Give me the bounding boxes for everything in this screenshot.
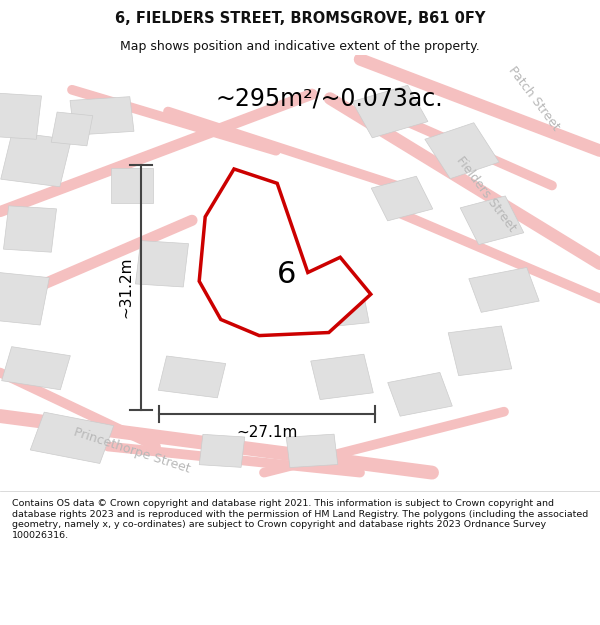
Polygon shape — [388, 372, 452, 416]
Polygon shape — [136, 241, 188, 287]
Polygon shape — [448, 326, 512, 376]
Polygon shape — [199, 434, 245, 468]
Polygon shape — [327, 288, 369, 326]
Polygon shape — [266, 291, 310, 323]
Text: ~295m²/~0.073ac.: ~295m²/~0.073ac. — [216, 86, 443, 111]
Polygon shape — [469, 268, 539, 312]
Text: Contains OS data © Crown copyright and database right 2021. This information is : Contains OS data © Crown copyright and d… — [12, 499, 588, 539]
Text: Fielders Street: Fielders Street — [454, 154, 518, 234]
Polygon shape — [0, 92, 41, 139]
Polygon shape — [1, 132, 71, 187]
Text: Map shows position and indicative extent of the property.: Map shows position and indicative extent… — [120, 39, 480, 52]
Text: ~31.2m: ~31.2m — [119, 256, 134, 318]
Text: Patch Street: Patch Street — [506, 64, 562, 133]
Text: 6, FIELDERS STREET, BROMSGROVE, B61 0FY: 6, FIELDERS STREET, BROMSGROVE, B61 0FY — [115, 11, 485, 26]
Polygon shape — [111, 168, 153, 203]
Text: 6: 6 — [277, 261, 296, 289]
Text: ~27.1m: ~27.1m — [236, 425, 298, 440]
Polygon shape — [371, 176, 433, 221]
Polygon shape — [51, 112, 93, 146]
Polygon shape — [158, 356, 226, 398]
Polygon shape — [30, 412, 114, 464]
Polygon shape — [352, 85, 428, 138]
Polygon shape — [4, 206, 56, 252]
Text: Princethorpe Street: Princethorpe Street — [72, 426, 192, 476]
Polygon shape — [0, 272, 49, 325]
Polygon shape — [311, 354, 373, 399]
Polygon shape — [70, 97, 134, 135]
Polygon shape — [425, 122, 499, 179]
Polygon shape — [2, 347, 70, 390]
Polygon shape — [199, 169, 371, 336]
Polygon shape — [460, 196, 524, 244]
Polygon shape — [286, 434, 338, 468]
